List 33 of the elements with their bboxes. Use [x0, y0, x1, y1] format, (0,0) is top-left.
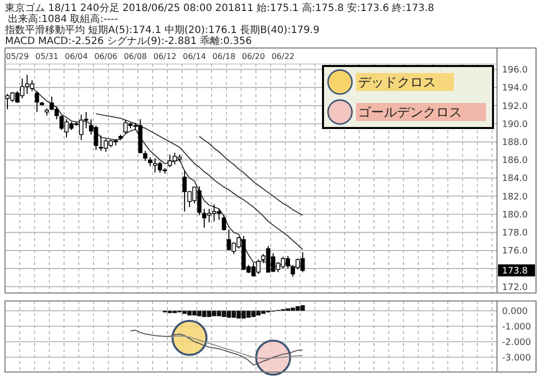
y-tick-label: 192.0: [502, 102, 528, 112]
chart-subtitle: 指数平滑移動平均 短期A(5):174.1 中期(20):176.1 長期B(40):179.9: [4, 24, 320, 36]
x-tick-label: 06/04: [64, 52, 88, 61]
y-tick-label: -3.000: [502, 353, 532, 364]
y-tick-label: 196.0: [502, 66, 528, 76]
y-tick-label: 194.0: [502, 84, 528, 94]
x-tick-label: 05/31: [35, 52, 58, 61]
y-tick-label: -2.000: [502, 338, 532, 348]
x-tick-label: 06/22: [271, 52, 295, 61]
chart-title: 東京ゴム 18/11 240分足 2018/06/25 08:00 201811 始:175.1 高:175.8 安:173.6 終:173.8 出来高:1084 取組高:----: [5, 2, 434, 25]
note-box: デッドクロス ゴールデンクロス: [322, 65, 494, 129]
y-tick-label: 186.0: [502, 156, 528, 166]
y-tick-label: 190.0: [502, 120, 528, 130]
y-tick-label: 0.000: [502, 306, 528, 317]
x-tick-label: 06/14: [182, 52, 206, 61]
x-tick-label: 06/18: [212, 52, 236, 61]
y-tick-label: 178.0: [502, 228, 528, 239]
y-tick-label: 180.0: [502, 210, 528, 220]
x-tick-label: 06/12: [153, 52, 176, 61]
y-tick-label: 182.0: [502, 192, 528, 202]
y-tick-label: 188.0: [502, 138, 528, 148]
y-tick-label: -1.000: [502, 322, 532, 332]
y-tick-label: 176.0: [502, 246, 528, 257]
text: MACD MACD:-2.526 シグナル(9):-2.881 乖離:0.356: [5, 35, 252, 47]
annotation: ゴールデンクロス: [358, 106, 462, 121]
x-tick-label: 06/20: [242, 52, 265, 61]
x-tick-label: 06/06: [94, 52, 118, 61]
annotation: 173.8: [502, 266, 528, 277]
x-tick-label: 05/29: [6, 52, 29, 61]
x-tick-label: 06/08: [124, 52, 147, 61]
y-tick-label: 172.0: [502, 282, 528, 293]
annotation: デッドクロス: [358, 76, 436, 91]
y-tick-label: 184.0: [502, 174, 528, 184]
